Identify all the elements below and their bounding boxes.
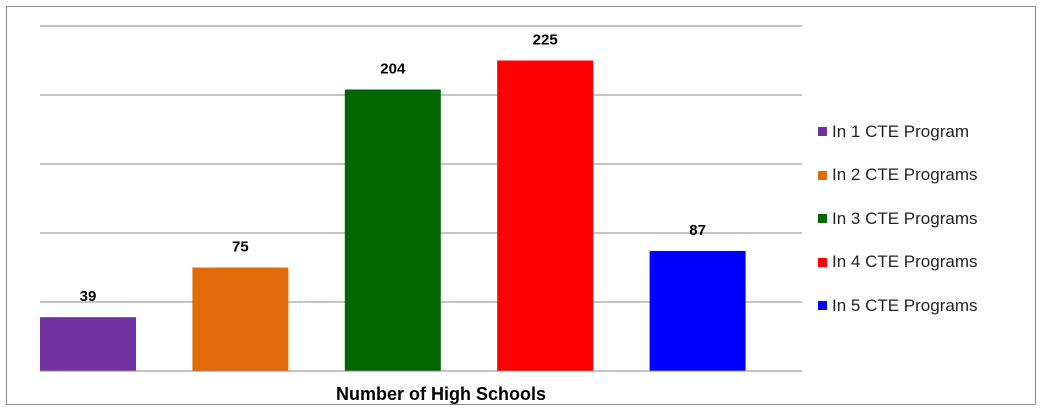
legend-label: In 5 CTE Programs (832, 296, 978, 316)
legend-item: In 3 CTE Programs (818, 197, 1038, 241)
bar-1 (40, 317, 136, 371)
legend-item: In 4 CTE Programs (818, 241, 1038, 285)
bars (40, 61, 746, 372)
legend-swatch (818, 214, 827, 223)
x-axis-title: Number of High Schools (336, 384, 546, 404)
legend-item: In 1 CTE Program (818, 110, 1038, 154)
bar-2 (192, 268, 288, 372)
legend-swatch (818, 258, 827, 267)
legend-item: In 5 CTE Programs (818, 284, 1038, 328)
bar-5 (650, 251, 746, 371)
legend-label: In 4 CTE Programs (832, 252, 978, 272)
data-label-1: 39 (80, 288, 97, 305)
legend-label: In 2 CTE Programs (832, 165, 978, 185)
data-label-3: 204 (380, 60, 406, 77)
legend-label: In 1 CTE Program (832, 122, 969, 142)
legend-swatch (818, 171, 827, 180)
legend: In 1 CTE Program In 2 CTE Programs In 3 CT… (818, 110, 1038, 328)
data-label-4: 225 (533, 32, 558, 49)
bar-4 (497, 61, 593, 372)
legend-swatch (818, 301, 827, 310)
bar-3 (345, 89, 441, 371)
data-label-5: 87 (689, 222, 706, 239)
data-label-2: 75 (232, 239, 249, 256)
legend-item: In 2 CTE Programs (818, 154, 1038, 198)
legend-label: In 3 CTE Programs (832, 209, 978, 229)
legend-swatch (818, 127, 827, 136)
